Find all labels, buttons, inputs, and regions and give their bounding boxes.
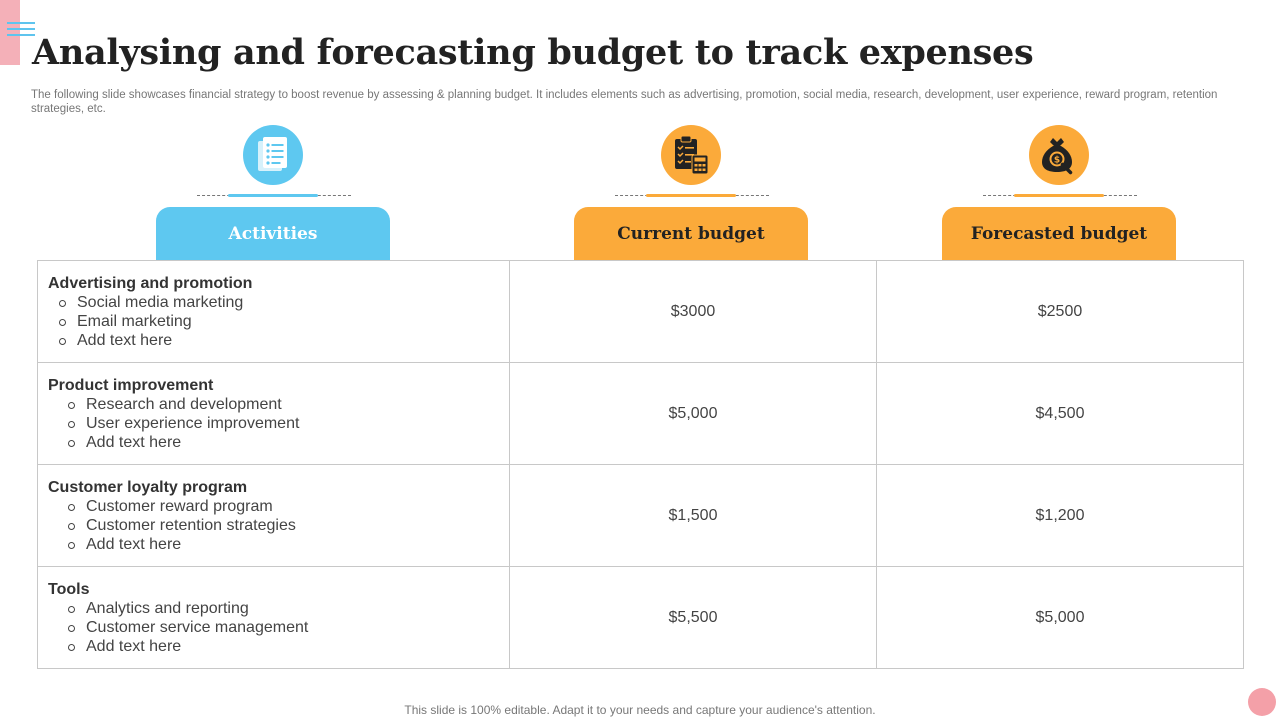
page-title: Analysing and forecasting budget to trac… xyxy=(32,32,1034,73)
list-item: Social media marketing xyxy=(48,293,499,312)
activity-list: Research and development User experience… xyxy=(48,395,499,452)
activity-cell: Tools Analytics and reporting Customer s… xyxy=(37,566,510,669)
checklist-document-icon xyxy=(243,125,303,185)
column-header-forecasted-budget: $ Forecasted budget xyxy=(942,125,1176,260)
table-row: Customer loyalty program Customer reward… xyxy=(37,464,1244,567)
svg-text:$: $ xyxy=(1054,156,1060,166)
tab-activities: Activities xyxy=(156,207,390,260)
list-item: Add text here xyxy=(48,433,499,452)
forecasted-budget-value: $2500 xyxy=(876,260,1244,363)
corner-dot-decoration xyxy=(1248,688,1276,716)
column-header-activities: Activities xyxy=(156,125,390,260)
activity-heading: Product improvement xyxy=(48,376,214,394)
tab-current-budget: Current budget xyxy=(574,207,808,260)
activity-cell: Advertising and promotion Social media m… xyxy=(37,260,510,363)
list-item: Add text here xyxy=(48,637,499,656)
list-item: User experience improvement xyxy=(48,414,499,433)
activity-heading: Customer loyalty program xyxy=(48,478,248,496)
forecasted-budget-value: $5,000 xyxy=(876,566,1244,669)
current-budget-value: $5,000 xyxy=(509,362,877,465)
activity-heading: Tools xyxy=(48,580,90,598)
footer-note: This slide is 100% editable. Adapt it to… xyxy=(404,703,876,717)
divider-accent xyxy=(646,194,736,197)
column-header-current-budget: Current budget xyxy=(574,125,808,260)
table-row: Advertising and promotion Social media m… xyxy=(37,260,1244,363)
table-row: Product improvement Research and develop… xyxy=(37,362,1244,465)
list-item: Add text here xyxy=(48,535,499,554)
current-budget-value: $1,500 xyxy=(509,464,877,567)
current-budget-value: $5,500 xyxy=(509,566,877,669)
activity-list: Customer reward program Customer retenti… xyxy=(48,497,499,554)
list-item: Customer retention strategies xyxy=(48,516,499,535)
activity-list: Social media marketing Email marketing A… xyxy=(48,293,499,350)
divider-accent xyxy=(228,194,318,197)
list-item: Research and development xyxy=(48,395,499,414)
list-item: Customer service management xyxy=(48,618,499,637)
clipboard-calculator-icon xyxy=(661,125,721,185)
money-bag-search-icon: $ xyxy=(1029,125,1089,185)
list-item: Analytics and reporting xyxy=(48,599,499,618)
table-row: Tools Analytics and reporting Customer s… xyxy=(37,566,1244,669)
activity-cell: Product improvement Research and develop… xyxy=(37,362,510,465)
list-item: Customer reward program xyxy=(48,497,499,516)
corner-decoration xyxy=(0,0,20,65)
current-budget-value: $3000 xyxy=(509,260,877,363)
activity-cell: Customer loyalty program Customer reward… xyxy=(37,464,510,567)
forecasted-budget-value: $1,200 xyxy=(876,464,1244,567)
list-item: Add text here xyxy=(48,331,499,350)
activity-heading: Advertising and promotion xyxy=(48,274,253,292)
activity-list: Analytics and reporting Customer service… xyxy=(48,599,499,656)
menu-lines-icon xyxy=(7,22,35,36)
tab-forecasted-budget: Forecasted budget xyxy=(942,207,1176,260)
page-subtitle: The following slide showcases financial … xyxy=(31,89,1218,115)
forecasted-budget-value: $4,500 xyxy=(876,362,1244,465)
divider-accent xyxy=(1014,194,1104,197)
budget-table: Advertising and promotion Social media m… xyxy=(37,260,1244,669)
list-item: Email marketing xyxy=(48,312,499,331)
